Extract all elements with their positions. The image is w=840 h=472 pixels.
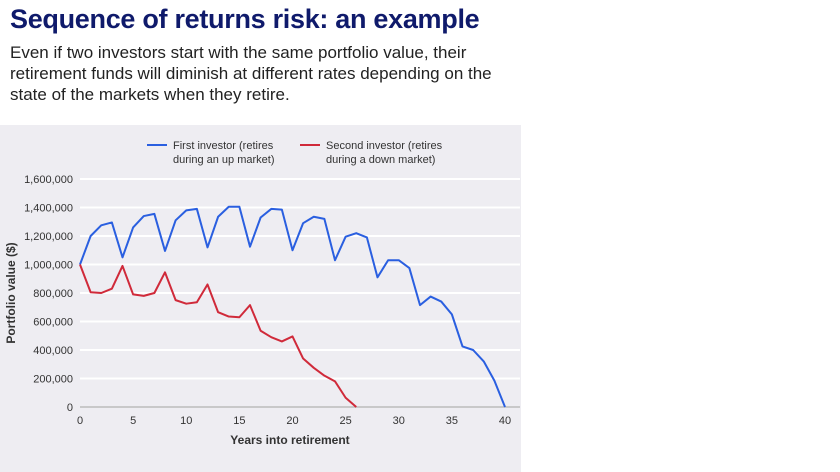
x-tick-label: 30 <box>393 415 405 427</box>
y-axis-title: Portfolio value ($) <box>4 242 18 343</box>
y-tick-label: 1,400,000 <box>24 203 73 215</box>
x-tick-label: 0 <box>77 415 83 427</box>
y-tick-label: 0 <box>67 402 73 414</box>
legend-label: during an up market) <box>173 154 275 166</box>
x-tick-label: 25 <box>340 415 352 427</box>
y-tick-label: 800,000 <box>33 288 73 300</box>
y-tick-label: 1,600,000 <box>24 174 73 186</box>
page-title: Sequence of returns risk: an example <box>10 4 480 34</box>
legend-label: during a down market) <box>326 154 435 166</box>
x-tick-label: 40 <box>499 415 511 427</box>
legend-label: First investor (retires <box>173 140 274 152</box>
y-tick-label: 600,000 <box>33 317 73 329</box>
x-tick-label: 15 <box>233 415 245 427</box>
x-tick-label: 35 <box>446 415 458 427</box>
legend-label: Second investor (retires <box>326 140 443 152</box>
x-tick-label: 5 <box>130 415 136 427</box>
y-tick-label: 200,000 <box>33 374 73 386</box>
subtitle: Even if two investors start with the sam… <box>10 43 492 104</box>
y-tick-label: 400,000 <box>33 345 73 357</box>
y-tick-label: 1,000,000 <box>24 260 73 272</box>
x-tick-label: 20 <box>286 415 298 427</box>
x-tick-label: 10 <box>180 415 192 427</box>
x-axis-title: Years into retirement <box>230 433 349 447</box>
series-line-2 <box>79 264 357 408</box>
y-tick-label: 1,200,000 <box>24 231 73 243</box>
